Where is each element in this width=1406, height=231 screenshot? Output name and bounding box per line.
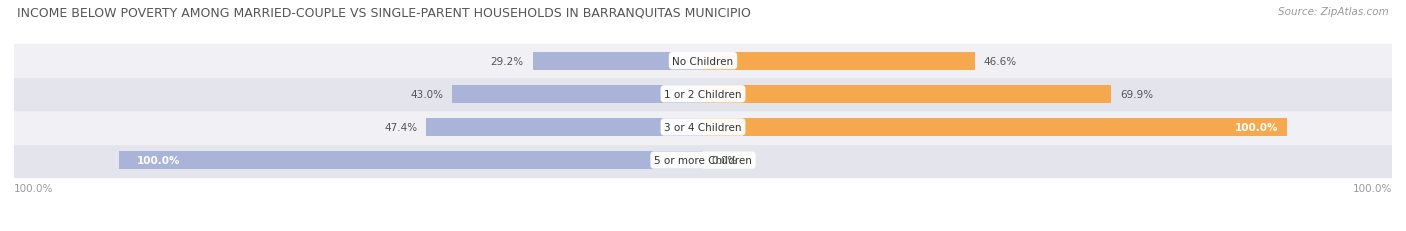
Text: 0.0%: 0.0% (711, 155, 738, 165)
Bar (14, 111, 1392, 144)
Text: INCOME BELOW POVERTY AMONG MARRIED-COUPLE VS SINGLE-PARENT HOUSEHOLDS IN BARRANQ: INCOME BELOW POVERTY AMONG MARRIED-COUPL… (17, 7, 751, 20)
Bar (703, 85, 1111, 103)
Text: 47.4%: 47.4% (384, 122, 418, 132)
Text: 46.6%: 46.6% (984, 56, 1017, 66)
Bar (426, 118, 703, 137)
Bar (703, 118, 1286, 137)
Text: 3 or 4 Children: 3 or 4 Children (664, 122, 742, 132)
Text: No Children: No Children (672, 56, 734, 66)
Text: 100.0%: 100.0% (136, 155, 180, 165)
Text: 5 or more Children: 5 or more Children (654, 155, 752, 165)
Bar (14, 144, 1392, 177)
Text: Source: ZipAtlas.com: Source: ZipAtlas.com (1278, 7, 1389, 17)
Bar (533, 52, 703, 70)
Text: 43.0%: 43.0% (411, 89, 443, 99)
Bar (703, 52, 976, 70)
Text: 69.9%: 69.9% (1119, 89, 1153, 99)
Text: 100.0%: 100.0% (14, 183, 53, 193)
Bar (14, 78, 1392, 111)
Bar (14, 45, 1392, 78)
Text: 100.0%: 100.0% (1234, 122, 1278, 132)
Text: 100.0%: 100.0% (1353, 183, 1392, 193)
Text: 1 or 2 Children: 1 or 2 Children (664, 89, 742, 99)
Bar (451, 85, 703, 103)
Bar (120, 151, 703, 170)
Text: 29.2%: 29.2% (491, 56, 524, 66)
